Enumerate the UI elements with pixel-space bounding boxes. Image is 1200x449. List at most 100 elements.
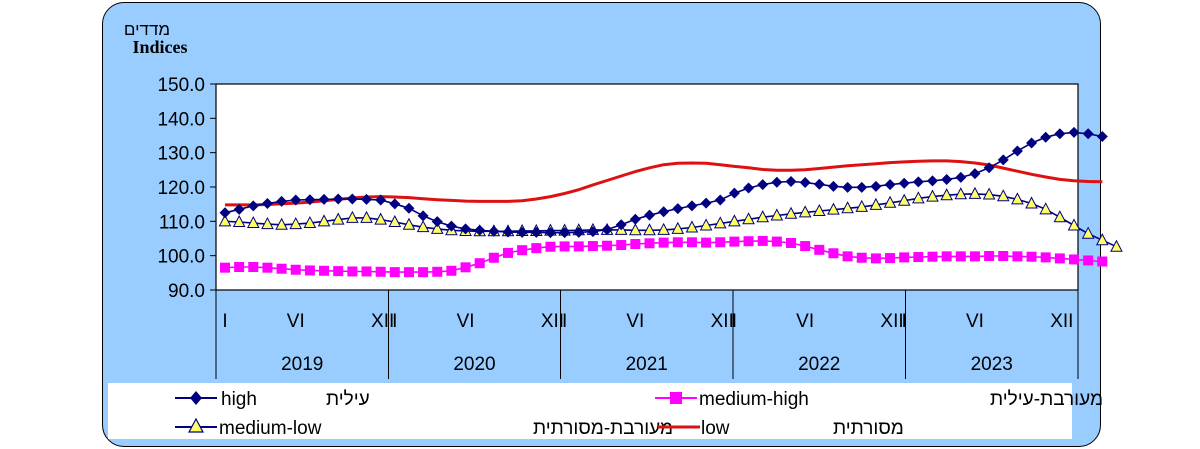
data-point-medium-high [432, 266, 443, 277]
data-point-high [644, 209, 655, 221]
data-point-medium-high [545, 241, 556, 252]
data-point-medium-low [798, 205, 812, 218]
data-point-medium-high [771, 236, 782, 247]
y-tick-label: 100.0 [157, 247, 205, 268]
data-point-medium-low [728, 214, 741, 227]
data-point-high [898, 177, 910, 189]
month-label: XII [541, 311, 564, 332]
y-axis-label-hebrew: מדדים [124, 20, 170, 39]
data-point-high [743, 182, 755, 194]
data-point-high [403, 202, 415, 214]
data-point-high [615, 219, 627, 231]
data-point-high [969, 168, 981, 180]
data-point-medium-low [827, 202, 840, 215]
data-point-medium-low [374, 212, 387, 225]
data-point-high [813, 178, 825, 190]
month-label: XII [1050, 311, 1073, 332]
data-point-medium-low [643, 223, 656, 236]
data-point-medium-high [955, 251, 966, 262]
data-point-high [997, 154, 1009, 166]
data-point-high [927, 175, 938, 187]
data-point-high [488, 225, 500, 237]
y-tick-label: 130.0 [157, 144, 205, 165]
data-point-medium-low [232, 214, 246, 228]
data-point-medium-high [474, 258, 485, 269]
data-point-medium-high [658, 237, 669, 248]
month-label: XII [880, 311, 903, 332]
data-point-medium-low [388, 214, 402, 228]
legend-label-en-medium-low: medium-low [219, 418, 322, 439]
data-point-high [219, 207, 231, 219]
legend-label-en-low: low [701, 418, 730, 439]
legend-item-low: low מסורתית [658, 418, 904, 439]
data-point-medium-low [331, 212, 345, 225]
data-point-medium-high [602, 240, 613, 251]
data-point-high [700, 197, 712, 209]
data-point-medium-low [713, 216, 727, 229]
data-point-medium-low [360, 210, 373, 223]
data-point-medium-high [757, 235, 768, 246]
data-point-high [460, 223, 472, 235]
data-point-high [785, 176, 797, 188]
data-point-high [431, 216, 443, 228]
data-point-medium-low [1081, 226, 1095, 239]
y-tick-label: 140.0 [157, 109, 205, 130]
data-point-medium-low [685, 220, 699, 233]
month-label: VI [796, 311, 814, 332]
data-point-high [389, 198, 401, 210]
data-point-medium-low [1011, 192, 1024, 205]
data-point-medium-high [814, 244, 825, 255]
legend-label-he-low: מסורתית [833, 418, 904, 439]
data-point-high [884, 179, 896, 191]
data-point-high [672, 203, 684, 215]
data-point-medium-high [715, 237, 726, 248]
data-point-high [290, 194, 302, 206]
month-label: VI [626, 311, 644, 332]
data-point-high [1040, 131, 1052, 143]
data-point-medium-high [743, 236, 754, 247]
data-point-medium-low [1053, 210, 1067, 223]
month-label: I [392, 311, 397, 332]
data-point-medium-high [913, 252, 924, 263]
y-tick-label: 110.0 [159, 212, 205, 233]
data-point-medium-high [701, 237, 712, 248]
data-point-high [601, 224, 613, 236]
data-point-high [856, 181, 868, 193]
month-label: VI [966, 311, 984, 332]
y-tick-label: 90.0 [168, 281, 205, 302]
month-label: VI [457, 311, 475, 332]
legend-marker-high [190, 391, 202, 405]
data-point-medium-high [1026, 251, 1037, 262]
series-3 [225, 159, 1103, 207]
data-point-medium-low [346, 210, 359, 223]
data-point-medium-high [644, 238, 655, 249]
data-point-medium-low [416, 220, 430, 233]
data-point-medium-low [982, 187, 996, 200]
month-label: XII [371, 311, 394, 332]
data-point-medium-high [531, 243, 542, 254]
data-point-medium-high [630, 238, 641, 249]
legend-label-he-high: עילית [326, 389, 370, 410]
data-point-high [332, 193, 344, 205]
data-point-medium-low [430, 221, 444, 234]
data-point-medium-low [218, 214, 232, 227]
series-line [225, 159, 1103, 207]
data-point-high [559, 227, 571, 239]
year-label: 2019 [281, 354, 323, 375]
data-point-high [445, 220, 457, 232]
data-point-medium-high [1097, 256, 1108, 267]
y-tick-label: 120.0 [157, 178, 205, 199]
data-point-medium-high [517, 245, 528, 256]
month-label: I [562, 311, 567, 332]
data-point-high [276, 195, 288, 207]
data-point-high [870, 180, 882, 192]
data-point-medium-high [304, 265, 315, 276]
legend-item-high: high עילית [175, 389, 370, 410]
data-point-medium-low [841, 201, 854, 214]
data-point-medium-low [629, 223, 642, 236]
data-point-high [530, 226, 542, 238]
legend-marker-medium-high [670, 392, 682, 404]
data-point-medium-low [317, 214, 331, 227]
legend-label-he-medium-low: מעורבת-מסורתית [533, 418, 673, 439]
data-point-medium-low [275, 217, 288, 230]
